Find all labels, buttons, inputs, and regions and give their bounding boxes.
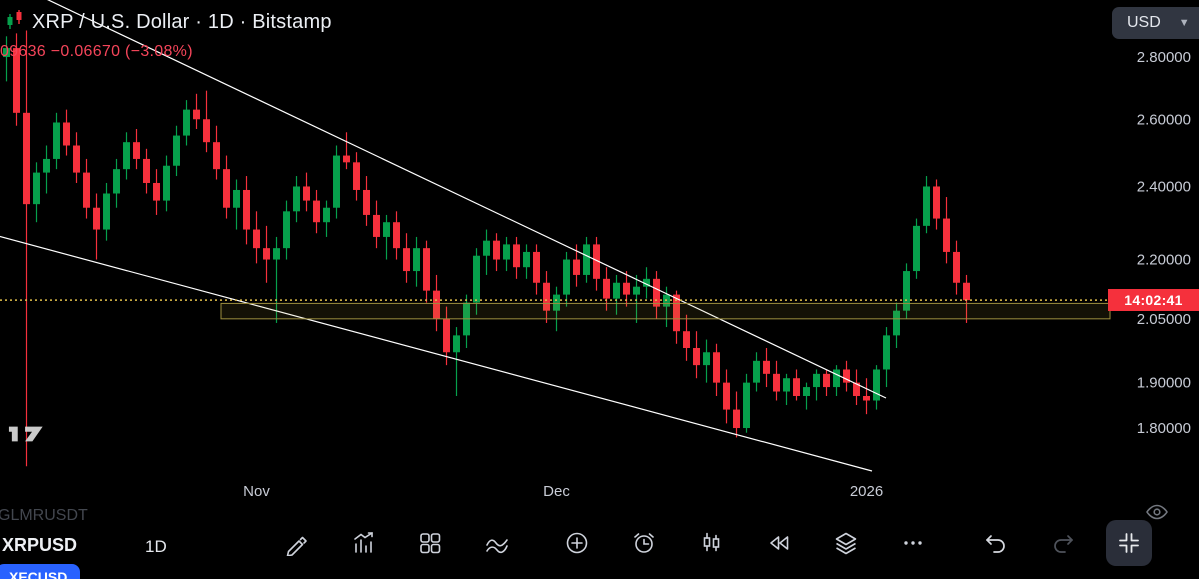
countdown-badge[interactable]: 14:02:41 xyxy=(1108,289,1199,311)
more-button[interactable] xyxy=(900,530,926,556)
ellipsis-icon xyxy=(904,541,922,545)
svg-text:2.20000: 2.20000 xyxy=(1137,252,1191,269)
layout-button[interactable] xyxy=(417,530,443,556)
chevron-down-icon: ▼ xyxy=(1178,17,1190,29)
collapse-icon xyxy=(1119,533,1139,553)
symbol-title[interactable]: XRP / U.S. Dollar · 1D · Bitstamp xyxy=(32,11,332,33)
alarm-clock-icon xyxy=(634,533,654,553)
grid-icon xyxy=(420,533,441,554)
currency-label: USD xyxy=(1127,14,1161,31)
svg-text:Nov: Nov xyxy=(243,483,270,500)
indicators-button[interactable] xyxy=(351,530,377,556)
candles-icon xyxy=(703,532,720,552)
objects-button[interactable] xyxy=(833,530,859,556)
svg-text:2026: 2026 xyxy=(850,483,883,500)
stats-icon xyxy=(354,532,373,553)
compare-button[interactable] xyxy=(484,530,510,556)
layers-icon xyxy=(835,532,857,555)
tradingview-logo[interactable] xyxy=(6,420,50,453)
svg-text:1.90000: 1.90000 xyxy=(1137,375,1191,392)
visibility-eye-icon[interactable] xyxy=(1145,500,1169,527)
svg-text:1.80000: 1.80000 xyxy=(1137,420,1191,437)
bottom-toolbar: GLMRUSDT XRPUSD 1D xyxy=(0,500,1199,579)
curves-icon xyxy=(486,539,508,554)
marker-icon xyxy=(286,536,307,556)
draw-button[interactable] xyxy=(284,530,310,556)
alerts-button[interactable] xyxy=(631,530,657,556)
redo-button[interactable] xyxy=(1050,530,1076,556)
chart-type-button[interactable] xyxy=(698,530,724,556)
redo-icon xyxy=(1054,535,1073,553)
svg-text:2.40000: 2.40000 xyxy=(1137,178,1191,195)
undo-button[interactable] xyxy=(983,530,1009,556)
plus-circle-icon xyxy=(566,532,588,554)
undo-icon xyxy=(986,535,1005,553)
previous-symbol-label[interactable]: GLMRUSDT xyxy=(0,507,88,524)
partial-symbol-chip[interactable]: XECUSD xyxy=(0,564,81,579)
svg-text:Dec: Dec xyxy=(543,483,570,500)
svg-text:2.05000: 2.05000 xyxy=(1137,311,1191,328)
add-button[interactable] xyxy=(564,530,590,556)
svg-text:2.80000: 2.80000 xyxy=(1137,49,1191,66)
symbol-button[interactable]: XRPUSD xyxy=(2,535,78,555)
svg-text:2.60000: 2.60000 xyxy=(1137,111,1191,128)
rewind-icon xyxy=(770,536,789,550)
replay-button[interactable] xyxy=(766,530,792,556)
interval-button[interactable]: 1D xyxy=(145,537,167,556)
fullscreen-toggle-button[interactable] xyxy=(1106,520,1152,566)
currency-button[interactable]: USD ▼ xyxy=(1112,7,1199,39)
